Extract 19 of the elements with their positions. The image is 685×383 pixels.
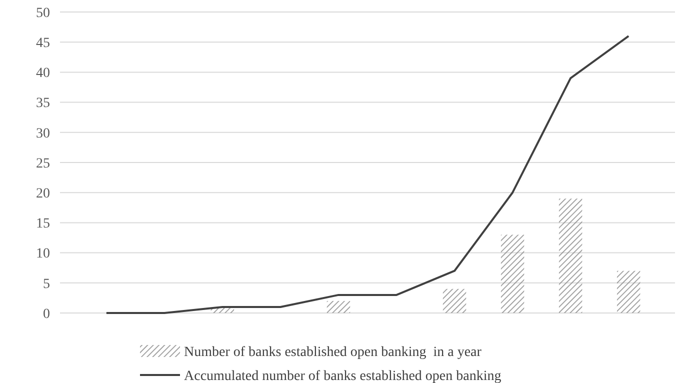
y-tick-label: 45	[36, 36, 50, 51]
y-tick-label: 50	[36, 6, 50, 21]
bar	[442, 288, 466, 313]
legend-label: Number of banks established open banking in a year	[184, 344, 482, 360]
y-tick-label: 25	[36, 156, 50, 172]
line-series	[105, 35, 630, 314]
y-tick-label: 40	[36, 66, 50, 82]
bar	[326, 300, 350, 313]
legend-label: Accumulated number of banks established open banking	[184, 368, 502, 383]
y-tick-label: 10	[36, 246, 50, 262]
bar	[500, 234, 524, 313]
y-tick-label: 0	[43, 306, 50, 322]
bar	[616, 270, 640, 313]
bar	[558, 198, 582, 313]
y-tick-label: 30	[36, 126, 50, 142]
y-tick-label: 20	[36, 186, 50, 202]
y-tick-label: 5	[43, 276, 50, 292]
y-tick-label: 35	[36, 96, 50, 112]
y-tick-label: 15	[36, 216, 50, 232]
